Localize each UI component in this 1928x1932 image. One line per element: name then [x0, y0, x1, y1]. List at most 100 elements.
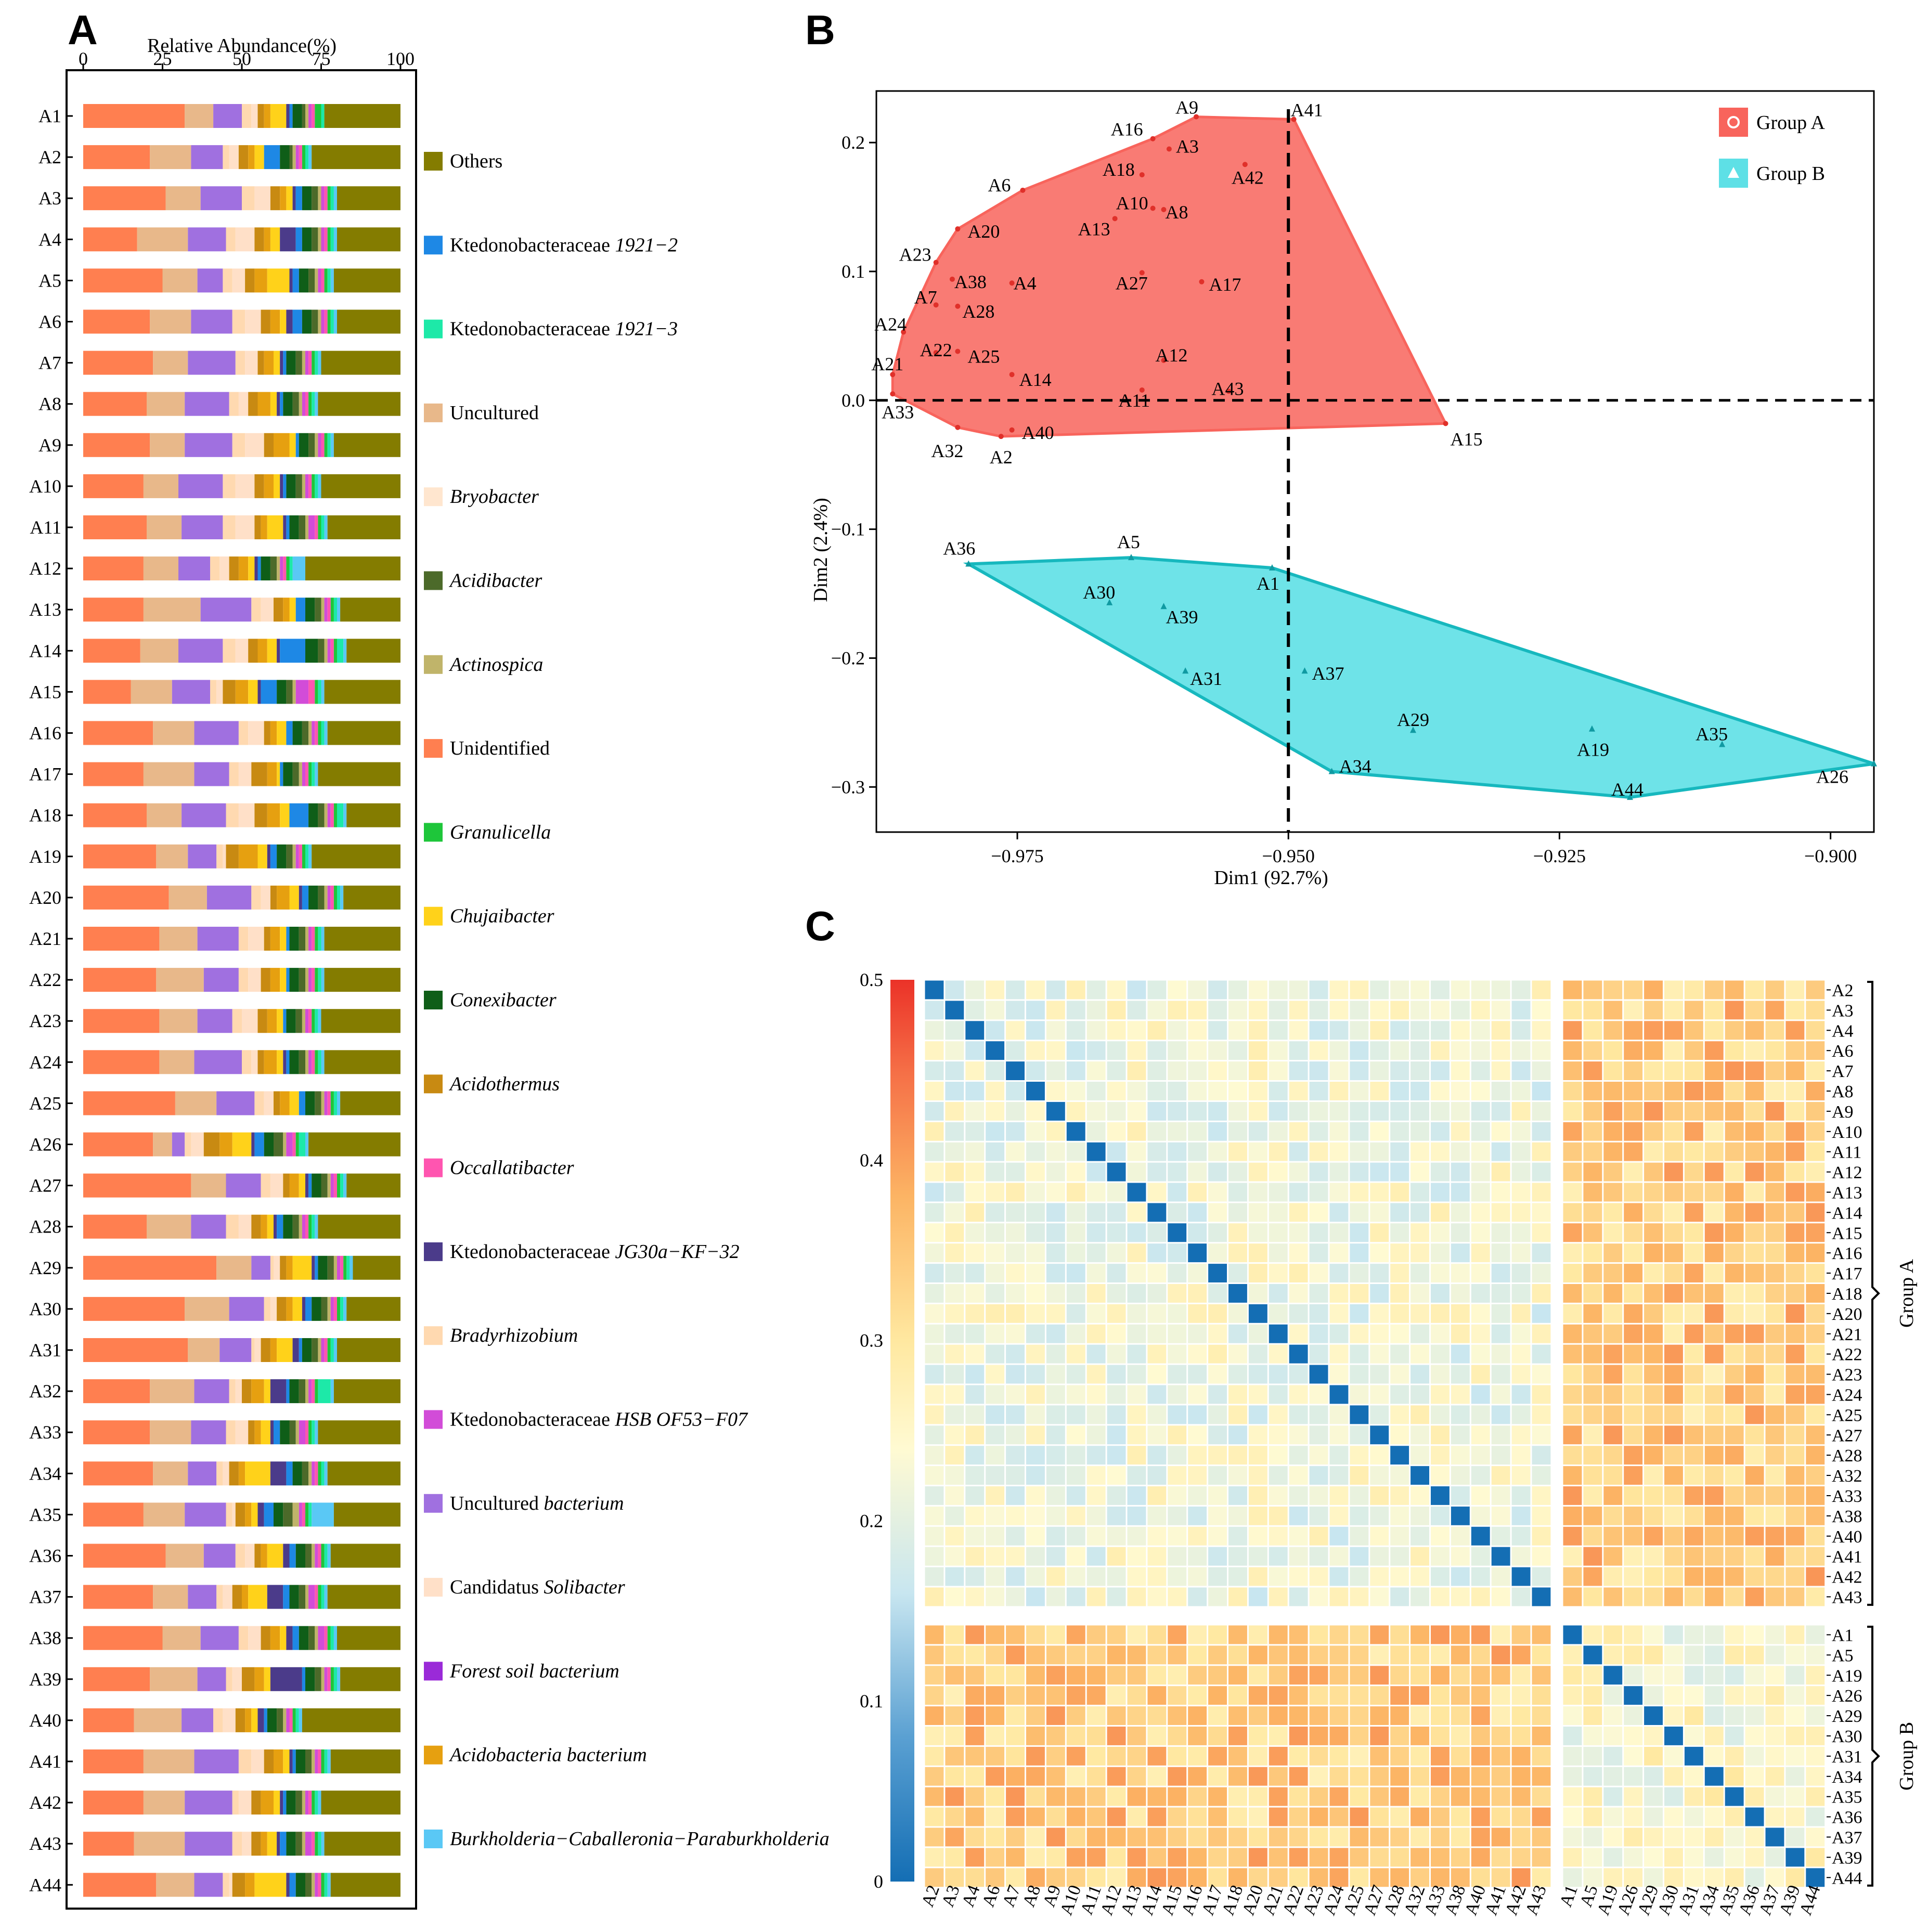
heatmap-cell: [1704, 1223, 1724, 1242]
heatmap-cell: [1745, 1746, 1764, 1766]
heatmap-cell: [1208, 1625, 1227, 1644]
heatmap-cell: [1066, 1142, 1085, 1161]
heatmap-cell: [986, 1142, 1005, 1161]
heatmap-cell: [1269, 1385, 1288, 1404]
heatmap-cell: [1451, 1706, 1470, 1725]
point-label: A44: [1611, 779, 1644, 800]
point-label: A28: [962, 301, 994, 322]
heatmap-cell: [1511, 1666, 1531, 1685]
heatmap-row-label: A27: [1832, 1426, 1862, 1445]
heatmap-cell: [1127, 1223, 1146, 1242]
heatmap-cell: [1289, 1041, 1308, 1060]
bar-segment-granulicella: [295, 1132, 299, 1157]
heatmap-row-label: A39: [1832, 1848, 1862, 1868]
legend-label-unc_bacterium: Uncultured bacterium: [450, 1493, 624, 1514]
heatmap-cell: [1471, 1122, 1490, 1141]
bar-segment-granulicella: [315, 1379, 318, 1404]
bar-segment-chujaibacter: [280, 927, 287, 951]
bar-segment-acidothermus: [251, 762, 267, 786]
heatmap-cell: [1370, 1645, 1389, 1665]
heatmap-cell: [1390, 1223, 1409, 1242]
point-label: A43: [1212, 378, 1244, 399]
heatmap-cell: [1411, 1547, 1429, 1566]
heatmap-cell: [1603, 1344, 1623, 1364]
heatmap-cell: [1664, 1365, 1683, 1384]
bar-segment-chujaibacter: [280, 803, 290, 827]
heatmap-cell: [1066, 1365, 1085, 1384]
heatmap-cell: [1147, 1848, 1167, 1867]
heatmap-cell: [1248, 1425, 1267, 1445]
bar-segment-acidibacter: [295, 1832, 302, 1856]
bar-segment-conexibacter: [289, 1050, 299, 1074]
point-group-a: [1161, 207, 1167, 212]
bar-segment-granulicella: [324, 433, 328, 457]
heatmap-cell: [1624, 1142, 1643, 1161]
heatmap-cell: [1269, 1264, 1288, 1282]
bar-segment-burk: [321, 1832, 325, 1856]
heatmap-cell: [1046, 1666, 1065, 1685]
heatmap-cell: [1451, 1021, 1470, 1040]
heatmap-cell: [1431, 1061, 1450, 1080]
heatmap-cell: [1147, 1324, 1167, 1343]
heatmap-cell: [1228, 1446, 1247, 1465]
heatmap-cell: [1006, 1526, 1025, 1546]
heatmap-cell: [1147, 1807, 1167, 1826]
point-label: A20: [967, 221, 1000, 242]
bar-segment-k19212: [292, 1749, 296, 1773]
bar-segment-solibacter: [238, 803, 255, 827]
heatmap-cell: [1390, 1547, 1409, 1566]
bar-segment-occallatibacter: [318, 1749, 321, 1773]
heatmap-cell: [1785, 1827, 1805, 1847]
heatmap-cell: [1147, 1868, 1167, 1887]
bar-segment-solibacter: [245, 433, 264, 457]
heatmap-cell: [1491, 1686, 1510, 1705]
heatmap-cell: [1107, 1767, 1126, 1786]
heatmap-cell: [1704, 1101, 1724, 1121]
heatmap-cell: [1471, 1547, 1490, 1566]
bar-segment-actinospica: [277, 556, 280, 581]
bar-segment-khsb: [305, 1009, 309, 1033]
heatmap-cell: [1511, 1526, 1531, 1546]
bar-category-label: A26: [29, 1134, 61, 1155]
heatmap-cell: [1684, 1686, 1703, 1705]
heatmap-cell: [1188, 1807, 1207, 1826]
heatmap-row-label: A15: [1832, 1224, 1862, 1243]
heatmap-cell: [1107, 1787, 1126, 1806]
bar-segment-burk: [315, 1420, 318, 1445]
heatmap-cell: [1471, 1405, 1490, 1424]
bar-segment-acidothermus: [251, 1791, 261, 1815]
bar-segment-k19213: [327, 268, 331, 293]
heatmap-cell: [1704, 1567, 1724, 1586]
heatmap-cell: [1127, 1746, 1146, 1766]
bar-segment-unidentified: [83, 1502, 144, 1527]
heatmap-cell: [1511, 1686, 1531, 1705]
heatmap-cell: [1147, 1101, 1167, 1121]
heatmap-cell: [1066, 1425, 1085, 1445]
heatmap-cell: [1168, 1727, 1187, 1745]
heatmap-cell: [1563, 1587, 1582, 1606]
heatmap-cell: [1745, 1547, 1764, 1566]
legend-swatch-unidentified: [424, 739, 443, 758]
bar-category-label: A23: [29, 1010, 61, 1031]
bar-segment-acido_bacterium: [245, 1708, 252, 1732]
heatmap-cell: [1451, 1645, 1470, 1665]
heatmap-cell: [1431, 1304, 1450, 1323]
heatmap-cell: [925, 1365, 944, 1384]
heatmap-cell: [1046, 1625, 1065, 1644]
heatmap-cell: [1431, 1162, 1450, 1182]
heatmap-cell: [965, 1686, 985, 1705]
heatmap-cell: [1583, 1264, 1602, 1282]
heatmap-cell: [1511, 1264, 1531, 1282]
heatmap-cell: [1725, 1466, 1744, 1485]
bar-segment-actinospica: [324, 639, 328, 663]
heatmap-cell: [986, 1848, 1005, 1867]
heatmap-cell: [1228, 980, 1247, 1000]
heatmap-cell: [1451, 1425, 1470, 1445]
heatmap-cell: [1006, 1848, 1025, 1867]
heatmap-cell: [1583, 1666, 1602, 1685]
heatmap-cell: [1684, 1061, 1703, 1080]
bar-segment-occallatibacter: [324, 309, 328, 334]
heatmap-cell: [1411, 1142, 1429, 1161]
heatmap-cell: [1046, 1101, 1065, 1121]
heatmap-cell: [1289, 1122, 1308, 1141]
